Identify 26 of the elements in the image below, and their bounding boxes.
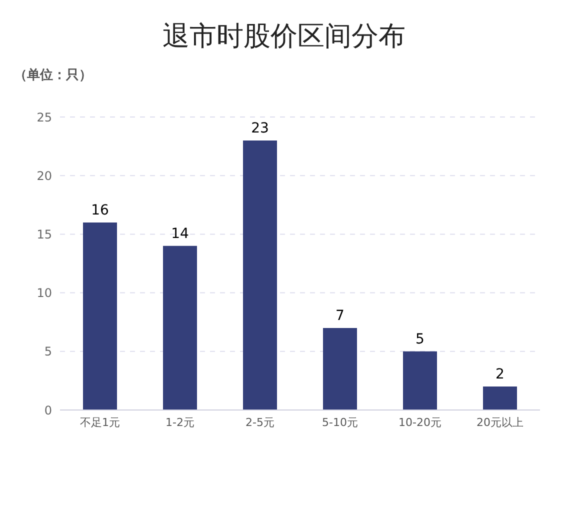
y-tick-label: 25: [36, 110, 52, 124]
data-label: 2: [496, 366, 504, 383]
bar: [83, 222, 117, 410]
data-label: 23: [251, 120, 269, 136]
bar: [323, 328, 357, 410]
data-label: 5: [416, 331, 424, 348]
x-tick-label: 20元以上: [476, 416, 524, 429]
y-tick-label: 15: [36, 227, 52, 242]
y-tick-label: 5: [44, 344, 52, 359]
bar: [403, 351, 437, 410]
y-tick-label: 20: [36, 168, 52, 183]
x-tick-label: 10-20元: [398, 416, 442, 429]
data-label: 7: [336, 308, 344, 324]
bar: [243, 140, 277, 410]
y-tick-label: 0: [44, 403, 52, 418]
x-tick-label: 2-5元: [246, 416, 274, 429]
chart-title: 退市时股价区间分布: [162, 20, 406, 54]
x-tick-label: 1-2元: [166, 416, 194, 429]
bar: [163, 246, 197, 410]
x-tick-label: 5-10元: [322, 416, 358, 429]
data-label: 16: [91, 202, 109, 218]
y-axis-title: （单位：只）: [14, 67, 92, 84]
y-tick-label: 10: [36, 286, 52, 300]
data-label: 14: [171, 226, 189, 242]
bar: [483, 386, 517, 410]
x-tick-label: 不足1元: [80, 416, 120, 429]
